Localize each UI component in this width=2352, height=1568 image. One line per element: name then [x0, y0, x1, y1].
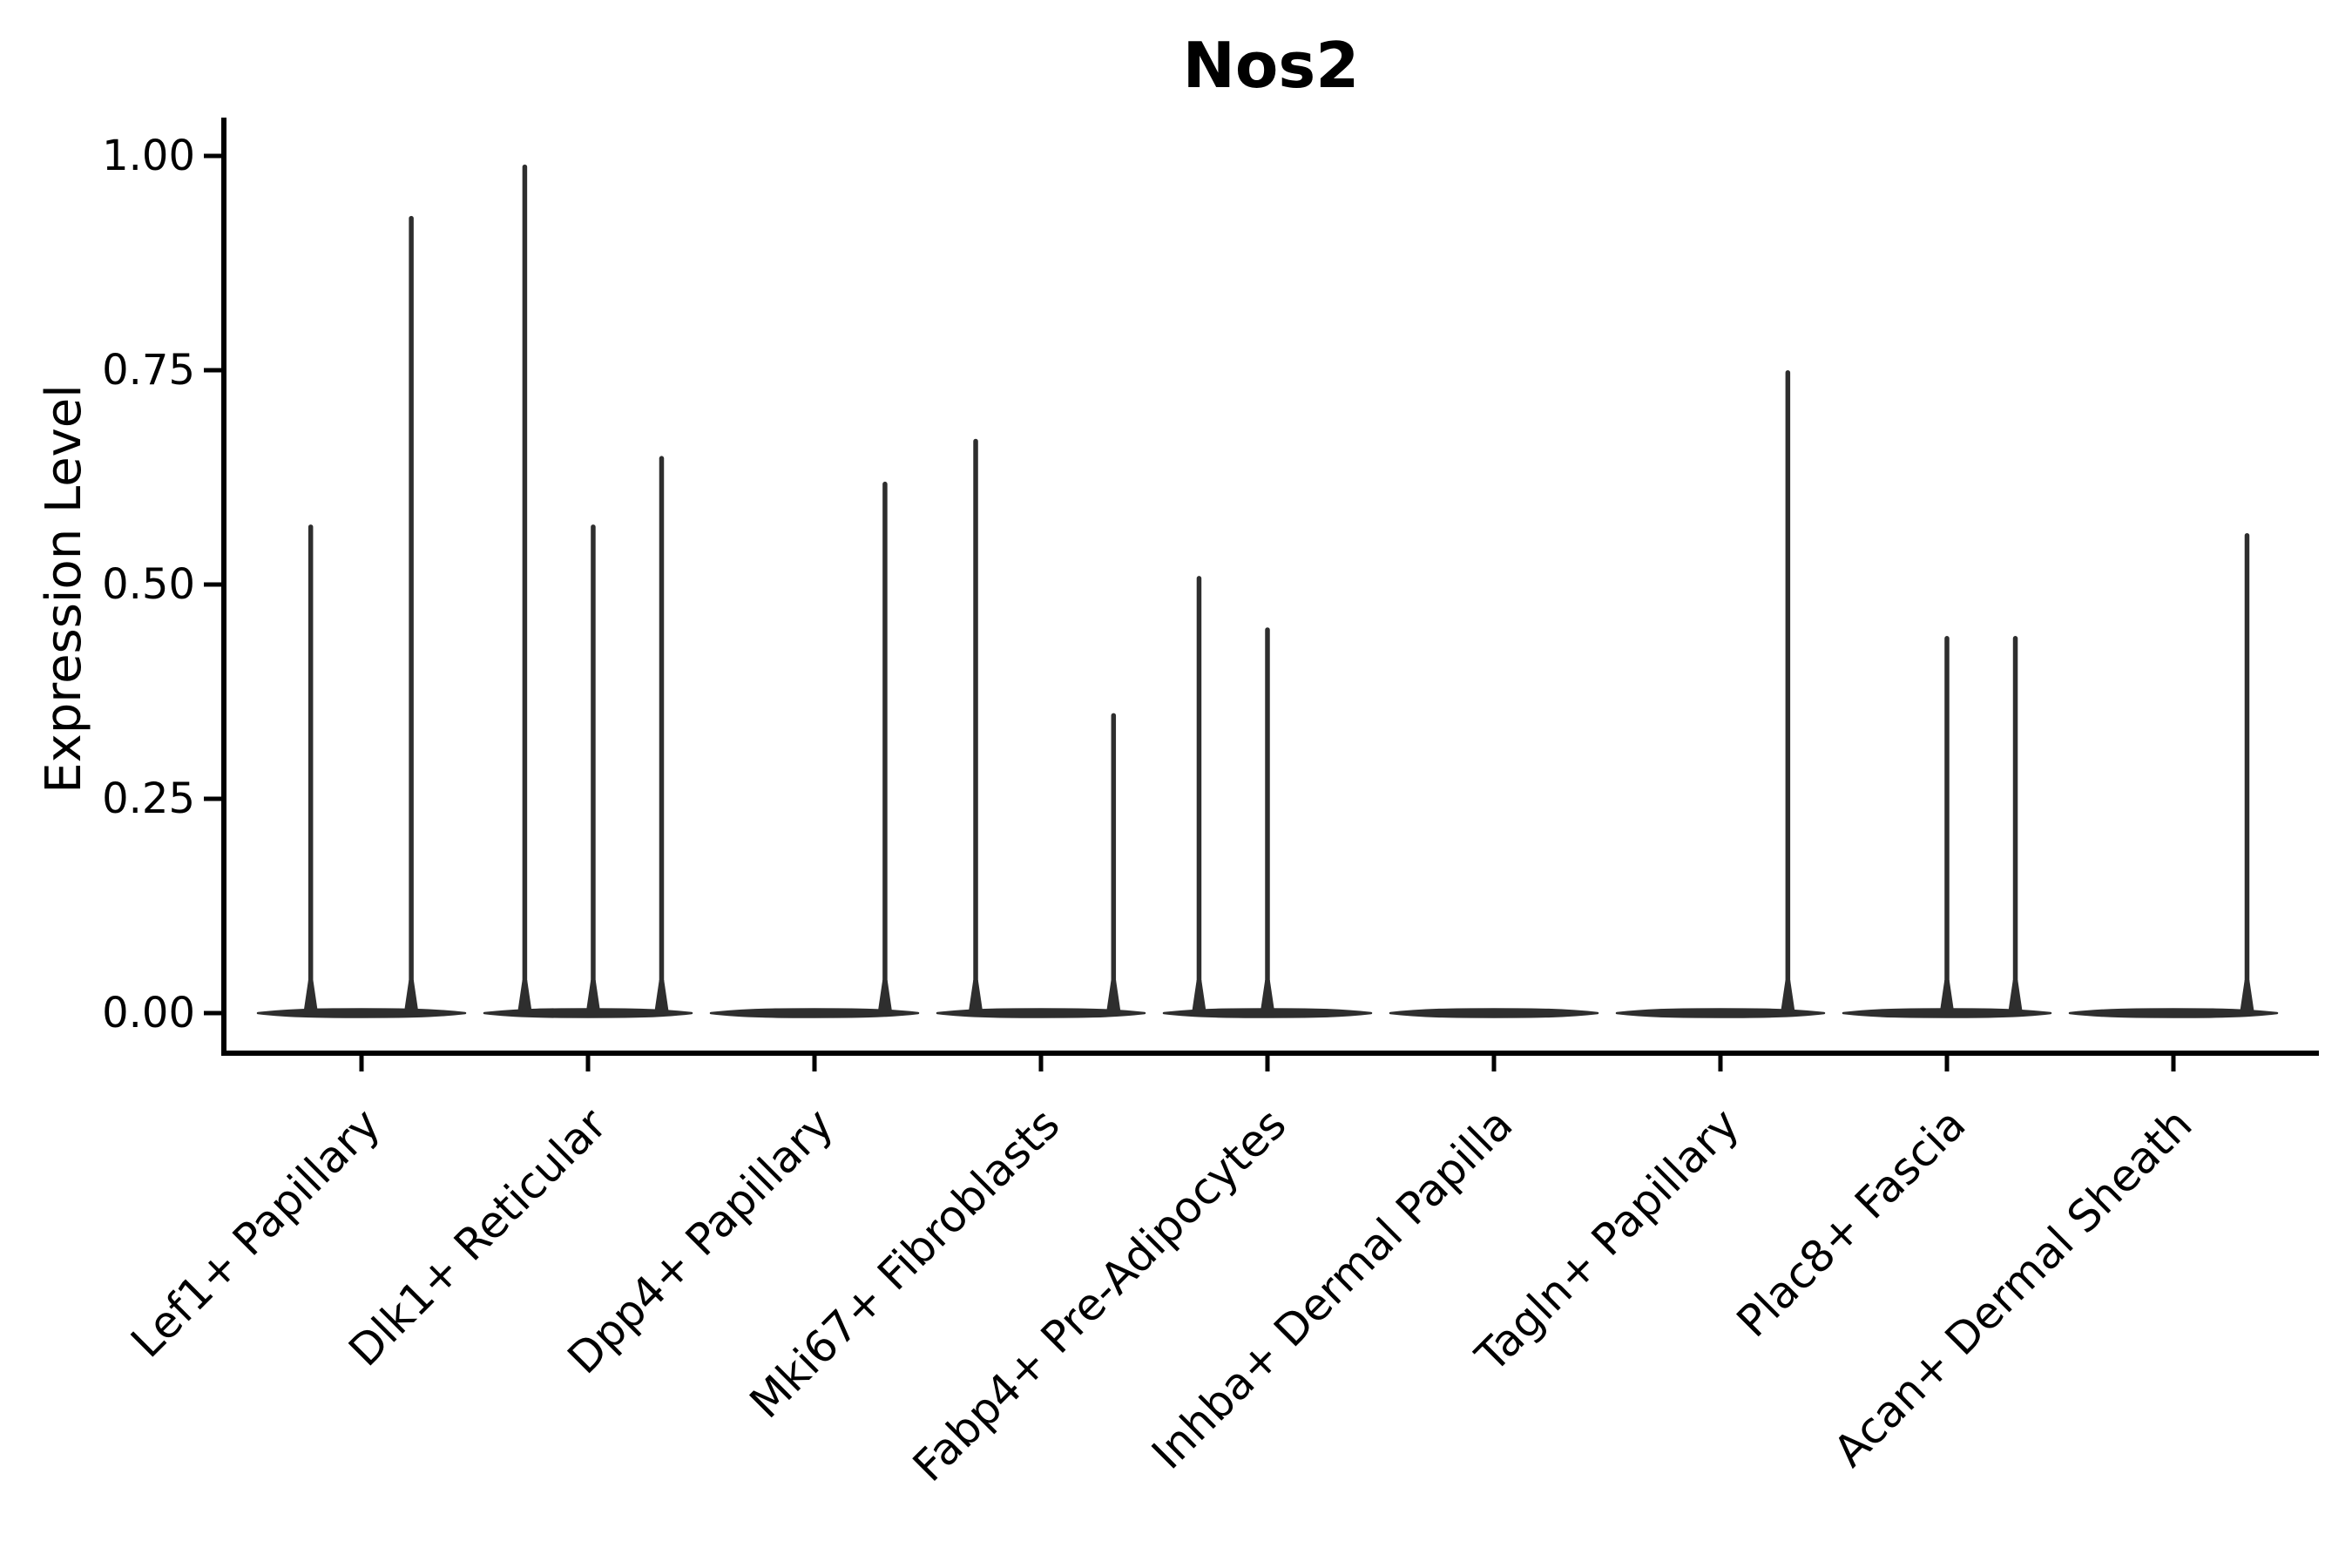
- violin: [1389, 1008, 1599, 1018]
- violin-baseline: [2068, 1008, 2279, 1018]
- violins-group: [256, 164, 2279, 1018]
- y-tick-label: 1.00: [102, 132, 195, 180]
- x-tick-label: Inhba+ Dermal Papilla: [1142, 1098, 1522, 1478]
- violin: [709, 481, 920, 1018]
- violin-baseline: [1842, 1008, 2052, 1018]
- violin: [256, 215, 467, 1018]
- violin: [1615, 370, 1826, 1018]
- violin: [1162, 576, 1373, 1018]
- violin: [2068, 532, 2279, 1018]
- x-tick-label: Fabp4+ Pre-Adipocytes: [903, 1098, 1296, 1491]
- y-axis-label: Expression Level: [36, 384, 92, 794]
- y-tick-label: 0.00: [102, 989, 195, 1037]
- violin: [936, 438, 1146, 1018]
- x-tick-label: Acan+ Dermal Sheath: [1824, 1098, 2202, 1477]
- violin-baseline: [1389, 1008, 1599, 1018]
- axes-group: [221, 118, 2319, 1056]
- violin-baseline: [709, 1008, 920, 1018]
- violin-baseline: [256, 1008, 467, 1018]
- violin: [1842, 636, 2052, 1018]
- violin: [483, 164, 693, 1018]
- chart-title: Nos2: [1183, 29, 1360, 102]
- violin-baseline: [483, 1008, 693, 1018]
- y-tick-label: 0.50: [102, 560, 195, 609]
- y-tick-label: 0.25: [102, 774, 195, 823]
- violin-baseline: [1615, 1008, 1826, 1018]
- x-tick-label: Lef1+ Papillary: [121, 1098, 389, 1367]
- violin-baseline: [936, 1008, 1146, 1018]
- y-ticks-group: 0.00 0.25 0.50 0.75 1.00: [102, 132, 221, 1037]
- violin-baseline: [1162, 1008, 1373, 1018]
- y-tick-label: 0.75: [102, 346, 195, 395]
- x-tick-label: Plac8+ Fascia: [1727, 1098, 1976, 1347]
